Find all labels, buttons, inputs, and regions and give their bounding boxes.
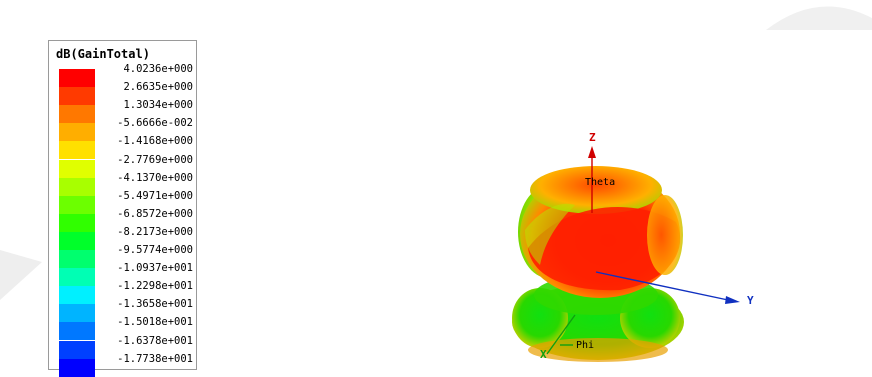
legend-level-label: 1.3034e+000 xyxy=(123,99,193,112)
legend-level-label: -1.7738e+001 xyxy=(117,352,193,365)
y-axis xyxy=(595,271,729,301)
legend-level-label: -6.8572e+000 xyxy=(117,207,193,220)
gain-legend: dB(GainTotal) 4.0236e+000 2.6635e+000 1.30… xyxy=(48,40,197,377)
legend-level-label: -2.7769e+000 xyxy=(117,153,193,166)
y-axis-arrowhead xyxy=(725,296,740,304)
legend-level-label: -9.5774e+000 xyxy=(117,244,193,256)
legend-swatch xyxy=(59,231,95,250)
legend-level-label: -5.6666e-002 xyxy=(117,117,193,130)
legend-swatch xyxy=(59,268,95,287)
x-axis xyxy=(546,314,576,355)
legend-level-label: 2.6635e+000 xyxy=(123,81,193,94)
legend-title: dB(GainTotal) xyxy=(56,47,150,61)
z-axis-arrowhead xyxy=(588,146,596,158)
legend-level-label: -1.5018e+001 xyxy=(117,316,193,329)
legend-level-label: -1.3658e+001 xyxy=(117,298,193,311)
legend-level-label: -1.2298e+001 xyxy=(117,280,193,293)
legend-swatch xyxy=(59,250,95,268)
legend-swatch xyxy=(59,340,95,359)
legend-swatch xyxy=(59,69,95,87)
legend-swatch xyxy=(59,159,95,178)
legend-swatch xyxy=(59,123,95,142)
legend-swatch xyxy=(59,304,95,323)
z-axis-label: Z xyxy=(589,131,596,144)
y-axis-label: Y xyxy=(747,294,754,307)
legend-level-label: -1.4168e+000 xyxy=(117,135,193,148)
legend-swatch xyxy=(59,177,95,196)
legend-swatch xyxy=(59,322,95,341)
legend-swatch xyxy=(59,87,95,106)
legend-level-label: 4.0236e+000 xyxy=(123,63,193,75)
legend-level-label: -8.2173e+000 xyxy=(117,225,193,238)
upper-lobe xyxy=(518,166,683,298)
x-axis-label: X xyxy=(540,348,547,361)
legend-swatch xyxy=(59,286,95,305)
legend-level-label: -4.1370e+000 xyxy=(117,171,193,184)
legend-level-label: -1.0937e+001 xyxy=(117,262,193,275)
theta-label: Theta xyxy=(585,177,615,188)
phi-label: Phi xyxy=(576,340,594,351)
legend-level-label: -1.6378e+001 xyxy=(117,334,193,347)
legend-level-label: -5.4971e+000 xyxy=(117,189,193,202)
legend-swatch xyxy=(59,213,95,232)
legend-swatch xyxy=(59,195,95,214)
legend-swatch xyxy=(59,105,95,124)
legend-swatch xyxy=(59,141,95,160)
